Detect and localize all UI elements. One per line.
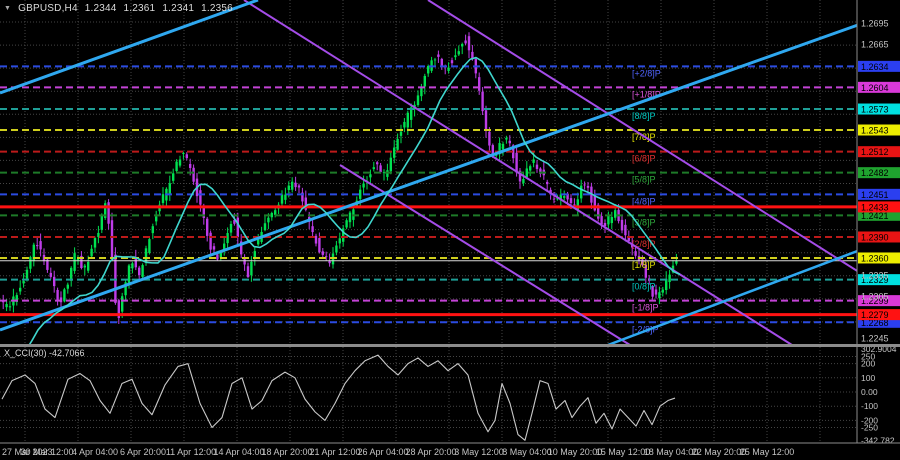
murrey-level-label: [5/8]P	[632, 175, 656, 185]
time-axis-label: 30 Mar 12:00	[20, 447, 73, 457]
trend-lines	[0, 0, 857, 346]
price-axis[interactable]: 1.2634 1.2604 1.2573 1.2543 1.2512 1.2482 1.24…	[858, 19, 900, 344]
indicator-axis-label: 0.00	[861, 387, 878, 397]
indicator-axis-label: 250	[861, 352, 875, 362]
murrey-level-label: [1/8]P	[632, 260, 656, 270]
time-axis-label: 3 May 12:00	[454, 447, 504, 457]
svg-text:1.2299: 1.2299	[861, 296, 889, 306]
svg-text:1.2512: 1.2512	[861, 147, 889, 157]
time-axis-label: 14 Apr 04:00	[213, 447, 264, 457]
symbol-dropdown-icon[interactable]: ▼	[4, 5, 12, 12]
symbol-ohlc-readout: ▼ GBPUSD,H4 1.2344 1.2361 1.2341 1.2356	[4, 3, 233, 14]
time-axis-label: 18 Apr 20:00	[261, 447, 312, 457]
indicator-axis-label: -100	[861, 401, 878, 411]
murrey-level-label: [2/8]P	[632, 239, 656, 249]
panel-separators	[0, 0, 900, 444]
symbol-period-label: GBPUSD,H4	[18, 3, 78, 14]
indicator-label: X_CCI(30) -42.7066	[4, 348, 85, 358]
svg-text:1.2268: 1.2268	[861, 318, 889, 328]
svg-text:1.2482: 1.2482	[861, 168, 889, 178]
svg-text:1.2543: 1.2543	[861, 126, 889, 136]
svg-text:1.2451: 1.2451	[861, 190, 889, 200]
indicator-axis-label: -200	[861, 415, 878, 425]
murrey-level-label: [6/8]P	[632, 154, 656, 164]
indicator-axis-label: 200	[861, 359, 875, 369]
murrey-level-label: [+1/8]P	[632, 89, 661, 99]
time-axis-label: 11 Apr 12:00	[166, 447, 216, 457]
indicator-axis-label: 302.9004	[861, 344, 897, 354]
svg-text:1.2329: 1.2329	[861, 275, 889, 285]
time-axis-label: 10 May 20:00	[548, 447, 603, 457]
time-axis-label: 27 Mar 2023	[2, 447, 53, 457]
indicator-axis-label: 100	[861, 373, 875, 383]
close-value: 1.2356	[201, 3, 233, 14]
time-axis-label: 8 May 04:00	[502, 447, 552, 457]
time-axis-label: 25 May 12:00	[740, 447, 795, 457]
price-axis-label: 1.2335	[861, 270, 889, 280]
price-axis-label: 1.2665	[861, 40, 889, 50]
svg-text:1.2604: 1.2604	[861, 83, 889, 93]
high-value: 1.2361	[123, 3, 156, 14]
time-axis-label: 22 May 20:00	[692, 447, 747, 457]
time-axis-label: 26 Apr 04:00	[357, 447, 408, 457]
murrey-level-label: [-1/8]P	[632, 303, 659, 313]
murrey-level-label: [0/8]P	[632, 282, 656, 292]
price-axis-label: 1.2305	[861, 291, 889, 301]
time-axis-label: 15 May 12:00	[596, 447, 651, 457]
svg-text:1.2390: 1.2390	[861, 232, 889, 242]
time-axis-label: 21 Apr 12:00	[309, 447, 360, 457]
moving-average-line	[27, 56, 681, 346]
murrey-level-label: [4/8]P	[632, 196, 656, 206]
indicator-axis-label: -342.782	[861, 436, 895, 446]
time-axis-label: 4 Apr 04:00	[72, 447, 118, 457]
indicator-axis-label: -250	[861, 423, 878, 433]
time-axis-label: 18 May 04:00	[644, 447, 699, 457]
time-axis-label: 6 Apr 20:00	[120, 447, 166, 457]
svg-text:1.2573: 1.2573	[861, 105, 889, 115]
murrey-level-label: [-2/8]P	[632, 324, 659, 334]
price-axis-label: 1.2245	[861, 333, 889, 343]
svg-text:1.2421: 1.2421	[861, 211, 889, 221]
murrey-level-label: [3/8]P	[632, 217, 656, 227]
open-value: 1.2344	[84, 3, 117, 14]
murrey-level-label: [8/8]P	[632, 111, 656, 121]
low-value: 1.2341	[162, 3, 195, 14]
time-axis-label: 28 Apr 20:00	[405, 447, 456, 457]
murrey-level-label: [+2/8]P	[632, 68, 661, 78]
candles	[2, 32, 678, 325]
svg-text:1.2360: 1.2360	[861, 253, 889, 263]
svg-text:1.2433: 1.2433	[861, 202, 889, 212]
cci-indicator	[1, 354, 676, 441]
svg-text:1.2279: 1.2279	[861, 310, 889, 320]
sr-lines	[0, 205, 857, 317]
svg-text:1.2634: 1.2634	[861, 62, 889, 72]
price-axis-label: 1.2695	[861, 19, 889, 29]
